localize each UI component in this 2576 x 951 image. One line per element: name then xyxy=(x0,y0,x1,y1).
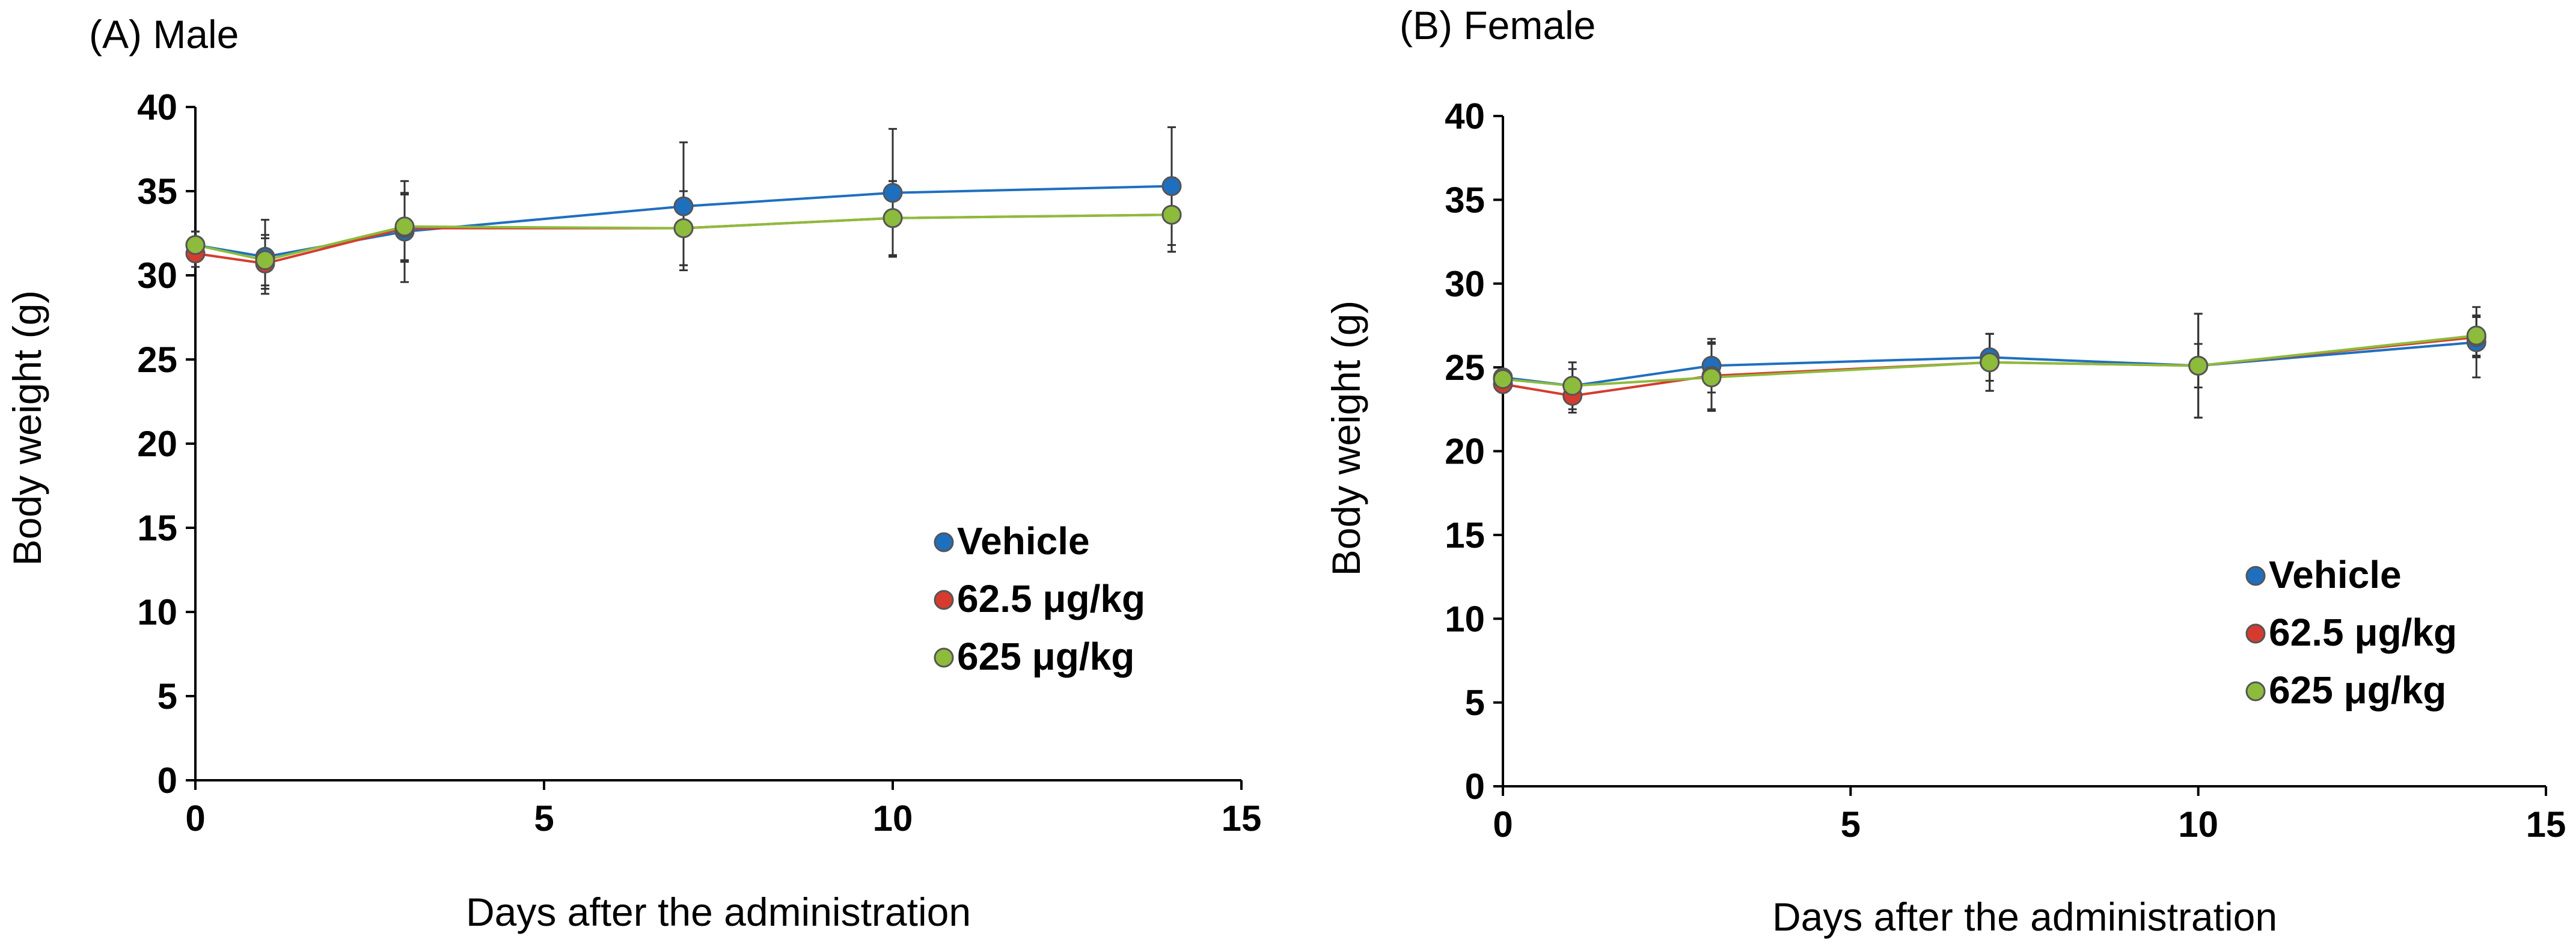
legend-marker xyxy=(934,532,954,552)
y-tick-label: 40 xyxy=(1445,96,1485,136)
plot-area: 0 5 10 15 20 25 30 35 40 0 5 10 15 Vehicle 62.5 μg/kg 6… xyxy=(137,87,1261,839)
y-tick-label: 0 xyxy=(1465,766,1485,807)
y-tick-label: 15 xyxy=(137,508,177,548)
y-tick-label: 5 xyxy=(1465,683,1485,723)
x-tick-label: 0 xyxy=(1493,804,1513,845)
x-axis-label: Days after the administration xyxy=(466,890,971,934)
series-line xyxy=(1502,334,2477,387)
x-tick-label: 5 xyxy=(534,798,554,839)
legend-marker xyxy=(934,590,954,610)
panel-title: (B) Female xyxy=(1400,3,1595,47)
data-point xyxy=(883,208,903,228)
y-tick-label: 25 xyxy=(137,340,177,380)
series-line xyxy=(195,185,1172,258)
x-tick-label: 10 xyxy=(873,798,913,839)
y-tick-label: 20 xyxy=(1445,432,1485,472)
y-tick-label: 10 xyxy=(1445,599,1485,639)
data-point xyxy=(1161,176,1182,197)
data-point xyxy=(1493,369,1513,390)
legend-label: Vehicle xyxy=(2269,553,2402,596)
panel-male: (A) Male Days after the administration B… xyxy=(5,12,1261,934)
data-point xyxy=(1562,376,1583,396)
y-tick-label: 10 xyxy=(137,592,177,632)
x-tick-label: 0 xyxy=(185,798,205,839)
data-point xyxy=(2466,325,2486,346)
panel-title: (A) Male xyxy=(89,12,239,57)
x-tick-label: 15 xyxy=(1222,798,1262,839)
x-tick-label: 5 xyxy=(1841,804,1861,845)
series-line xyxy=(195,213,1172,261)
y-tick-label: 25 xyxy=(1445,347,1485,388)
legend-marker xyxy=(2245,623,2266,644)
data-point xyxy=(883,183,903,203)
legend-label: Vehicle xyxy=(957,519,1090,563)
data-point xyxy=(185,235,206,255)
y-tick-label: 0 xyxy=(158,760,177,801)
plot-area: 0 5 10 15 20 25 30 35 40 0 5 10 15 Vehicle 62.5 μg/kg 6… xyxy=(1445,96,2566,845)
y-tick-label: 15 xyxy=(1445,515,1485,555)
data-point xyxy=(1701,367,1722,388)
y-tick-label: 30 xyxy=(137,255,177,296)
y-tick-label: 30 xyxy=(1445,264,1485,304)
data-point xyxy=(255,250,275,271)
data-point xyxy=(673,218,694,239)
legend-label: 62.5 μg/kg xyxy=(957,577,1145,620)
legend-marker xyxy=(2245,566,2266,586)
legend-label: 62.5 μg/kg xyxy=(2269,611,2457,654)
y-axis-label: Body weight (g) xyxy=(5,290,49,566)
legend-marker xyxy=(934,647,954,668)
legend-label: 625 μg/kg xyxy=(2269,668,2446,712)
data-point xyxy=(673,196,694,216)
x-tick-label: 10 xyxy=(2178,804,2218,845)
y-tick-label: 40 xyxy=(137,87,177,127)
x-axis-label: Days after the administration xyxy=(1772,894,2277,939)
data-point xyxy=(2188,355,2209,376)
data-point xyxy=(1161,204,1182,225)
data-point xyxy=(394,216,415,237)
x-tick-label: 15 xyxy=(2526,804,2566,845)
y-tick-label: 5 xyxy=(158,676,177,717)
legend-label: 625 μg/kg xyxy=(957,635,1134,678)
panel-female: (B) Female Days after the administration… xyxy=(1324,3,2566,939)
y-axis-label: Body weight (g) xyxy=(1324,301,1368,576)
data-point xyxy=(1980,352,2000,373)
y-tick-label: 35 xyxy=(1445,180,1485,220)
y-tick-label: 35 xyxy=(137,171,177,212)
y-tick-label: 20 xyxy=(137,424,177,464)
legend-marker xyxy=(2245,681,2266,702)
